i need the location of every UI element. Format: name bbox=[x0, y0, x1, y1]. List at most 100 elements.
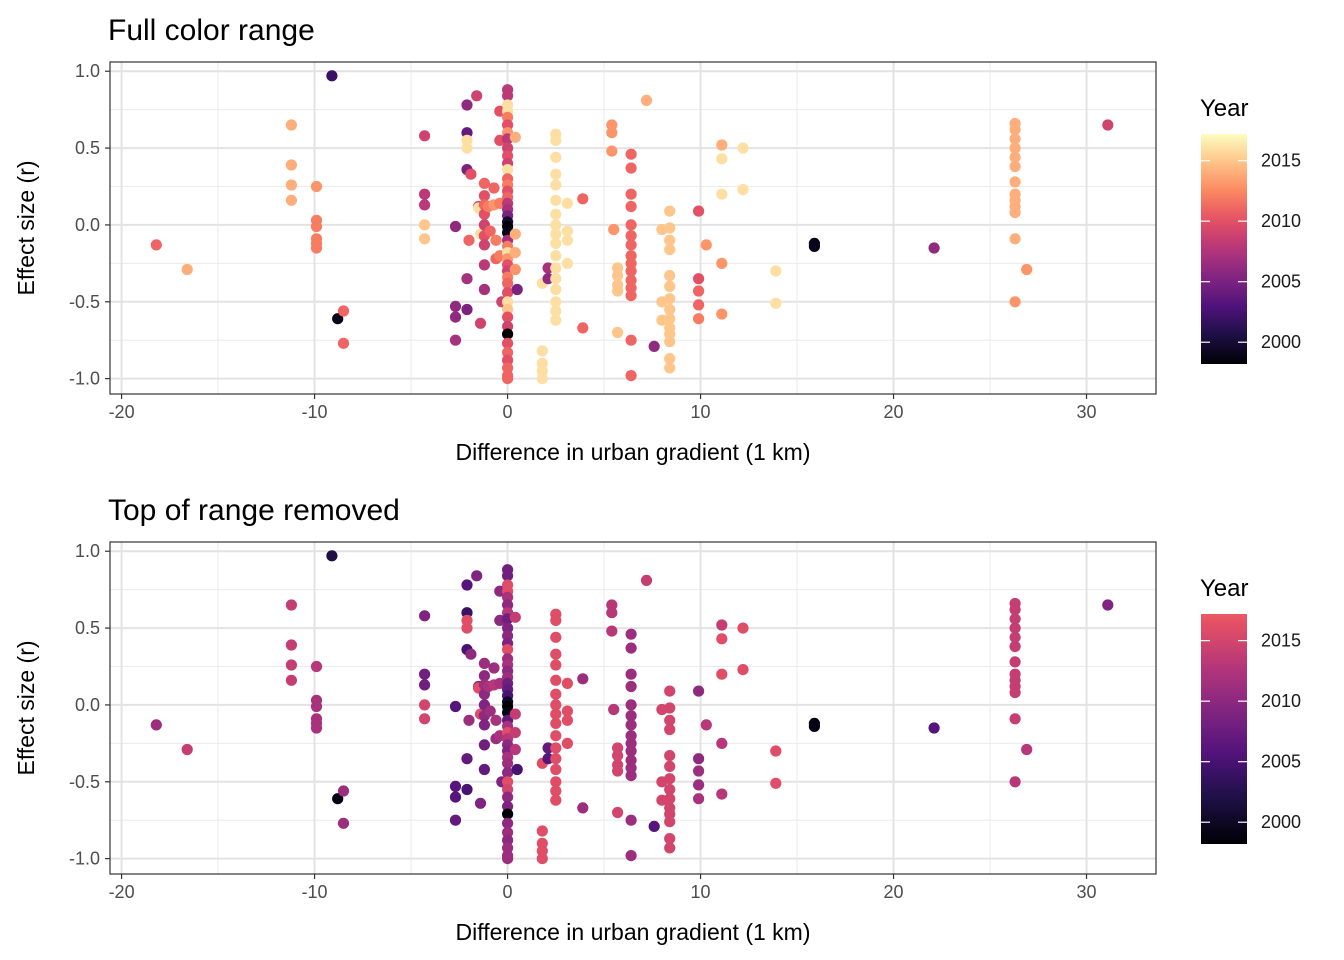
data-point bbox=[1009, 656, 1021, 668]
data-point bbox=[542, 742, 554, 754]
data-point bbox=[502, 599, 514, 611]
data-point bbox=[461, 614, 473, 627]
data-point bbox=[1009, 776, 1021, 788]
data-point bbox=[625, 680, 637, 693]
data-point bbox=[693, 313, 705, 325]
data-point bbox=[716, 308, 728, 320]
y-tick-label: -0.5 bbox=[69, 292, 100, 312]
data-point bbox=[1102, 119, 1114, 131]
data-point bbox=[494, 677, 506, 690]
y-axis-label: Effect size (r) bbox=[13, 640, 39, 775]
data-point bbox=[625, 370, 637, 382]
data-point bbox=[550, 262, 562, 274]
data-point bbox=[550, 659, 562, 671]
data-point bbox=[285, 659, 297, 671]
data-point bbox=[502, 354, 514, 366]
data-point bbox=[716, 153, 728, 165]
data-point bbox=[509, 727, 521, 739]
data-point bbox=[1009, 713, 1021, 725]
data-point bbox=[285, 119, 297, 131]
data-point bbox=[478, 177, 490, 189]
data-point bbox=[1009, 296, 1021, 308]
data-point bbox=[337, 337, 350, 349]
data-point bbox=[550, 168, 562, 180]
legend-title: Year bbox=[1200, 575, 1249, 602]
data-point bbox=[550, 708, 562, 720]
data-point bbox=[502, 757, 514, 769]
data-point bbox=[928, 242, 940, 254]
legend-tick-label: 2000 bbox=[1261, 332, 1301, 352]
data-point bbox=[770, 777, 782, 789]
data-point bbox=[484, 705, 496, 717]
data-point bbox=[550, 151, 562, 163]
data-point bbox=[1102, 599, 1114, 611]
data-point bbox=[550, 674, 562, 686]
data-point bbox=[664, 270, 676, 282]
plot-border bbox=[109, 61, 1157, 395]
data-point bbox=[511, 763, 523, 776]
data-point bbox=[606, 127, 618, 139]
data-point bbox=[664, 280, 676, 292]
data-point bbox=[490, 714, 502, 726]
data-point bbox=[550, 699, 562, 711]
data-point bbox=[716, 633, 728, 645]
data-point bbox=[150, 719, 162, 731]
data-point bbox=[606, 599, 618, 611]
data-point bbox=[716, 257, 728, 269]
data-point bbox=[478, 259, 490, 271]
data-point bbox=[550, 273, 562, 285]
data-point bbox=[550, 314, 562, 326]
data-point bbox=[465, 648, 477, 660]
data-point bbox=[1009, 687, 1021, 699]
data-point bbox=[509, 247, 521, 259]
data-point bbox=[461, 127, 473, 139]
data-point bbox=[625, 814, 637, 826]
data-point bbox=[625, 265, 637, 277]
data-point bbox=[770, 745, 782, 757]
data-point bbox=[664, 783, 676, 796]
data-point bbox=[310, 700, 323, 713]
data-point bbox=[664, 303, 676, 316]
data-point bbox=[640, 94, 653, 106]
data-point bbox=[494, 197, 506, 209]
data-point bbox=[502, 296, 514, 308]
data-point bbox=[1009, 133, 1021, 145]
data-point bbox=[550, 763, 562, 776]
data-point bbox=[449, 780, 462, 793]
data-point bbox=[337, 305, 350, 317]
data-point bbox=[509, 263, 521, 276]
data-point bbox=[478, 190, 490, 202]
data-point bbox=[625, 290, 637, 302]
data-point bbox=[550, 785, 562, 797]
data-point bbox=[664, 205, 676, 217]
data-point bbox=[502, 842, 514, 854]
data-point bbox=[625, 230, 637, 242]
data-point bbox=[561, 714, 574, 726]
data-point bbox=[664, 685, 676, 697]
data-point bbox=[502, 808, 514, 820]
data-point bbox=[550, 794, 562, 806]
x-tick-label: 0 bbox=[503, 402, 513, 422]
data-point bbox=[625, 334, 637, 346]
data-point bbox=[536, 373, 548, 385]
data-point bbox=[625, 628, 637, 640]
data-point bbox=[150, 239, 162, 251]
data-point bbox=[625, 148, 637, 160]
y-tick-label: 0.5 bbox=[75, 618, 100, 638]
data-point bbox=[716, 737, 728, 750]
data-point bbox=[502, 287, 514, 299]
data-point bbox=[716, 139, 728, 151]
data-point bbox=[511, 283, 523, 296]
data-point bbox=[716, 188, 728, 200]
data-point bbox=[484, 225, 496, 237]
data-point bbox=[509, 228, 521, 240]
plot-border bbox=[109, 541, 1157, 875]
data-point bbox=[502, 767, 514, 779]
data-point bbox=[502, 142, 514, 154]
data-point bbox=[664, 362, 676, 374]
data-point bbox=[502, 373, 514, 385]
data-point bbox=[550, 208, 562, 220]
data-point bbox=[181, 263, 193, 276]
y-axis-label: Effect size (r) bbox=[13, 160, 39, 295]
data-point bbox=[928, 722, 940, 734]
